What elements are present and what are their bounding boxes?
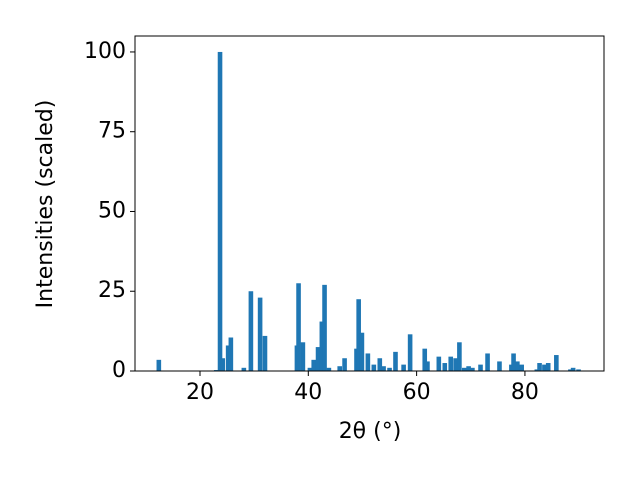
- x-tick-label: 20: [186, 380, 214, 405]
- bar: [257, 297, 263, 371]
- bar: [461, 367, 467, 371]
- x-tick-label: 80: [511, 380, 539, 405]
- y-tick-label: 100: [84, 39, 126, 64]
- bar: [442, 363, 448, 371]
- bar: [248, 291, 254, 371]
- bar: [570, 367, 576, 371]
- bar: [478, 364, 483, 371]
- bar: [534, 369, 540, 371]
- bar: [377, 358, 383, 371]
- bar: [217, 51, 223, 371]
- bar: [300, 342, 306, 371]
- bar: [425, 361, 430, 371]
- bar: [422, 348, 428, 371]
- y-axis-label: Intensities (scaled): [33, 100, 58, 309]
- bar: [519, 364, 524, 371]
- bar: [228, 337, 234, 371]
- bar: [537, 363, 542, 371]
- bar: [453, 358, 458, 371]
- bar: [262, 335, 268, 371]
- bar: [315, 347, 321, 371]
- x-tick-label: 60: [403, 380, 431, 405]
- bar: [448, 356, 454, 371]
- bar: [156, 359, 162, 371]
- bar: [511, 353, 516, 371]
- y-tick-label: 50: [98, 198, 126, 223]
- bar: [576, 369, 581, 371]
- bar: [401, 364, 406, 371]
- x-tick-label: 40: [294, 380, 322, 405]
- bar: [542, 364, 547, 371]
- bar: [359, 332, 365, 371]
- x-axis-label: 2θ (°): [339, 419, 402, 444]
- bar: [381, 366, 386, 371]
- bar: [497, 361, 502, 371]
- bar: [319, 321, 325, 371]
- plot-frame: [134, 35, 605, 372]
- bar: [225, 345, 231, 371]
- bar: [337, 366, 343, 371]
- bar: [568, 369, 573, 371]
- bar: [311, 359, 317, 371]
- bar: [485, 353, 490, 371]
- bar: [326, 367, 332, 371]
- y-tick-label: 25: [98, 278, 126, 303]
- bar: [307, 367, 313, 371]
- bar: [436, 356, 442, 371]
- bar: [220, 358, 226, 371]
- bar: [296, 283, 301, 371]
- y-tick-label: 75: [98, 119, 126, 144]
- bar: [356, 299, 361, 371]
- bar: [393, 351, 398, 371]
- bar: [342, 358, 347, 371]
- bar: [371, 364, 377, 371]
- bar: [241, 367, 247, 371]
- bar: [466, 366, 471, 371]
- bar: [387, 367, 392, 371]
- bar: [365, 353, 371, 371]
- bar: [457, 342, 462, 371]
- bar: [322, 284, 327, 371]
- y-tick-label: 0: [112, 358, 126, 383]
- bar: [407, 334, 413, 371]
- bar: [545, 363, 551, 371]
- bar: [515, 361, 520, 371]
- bar: [554, 355, 559, 371]
- bar: [470, 367, 475, 371]
